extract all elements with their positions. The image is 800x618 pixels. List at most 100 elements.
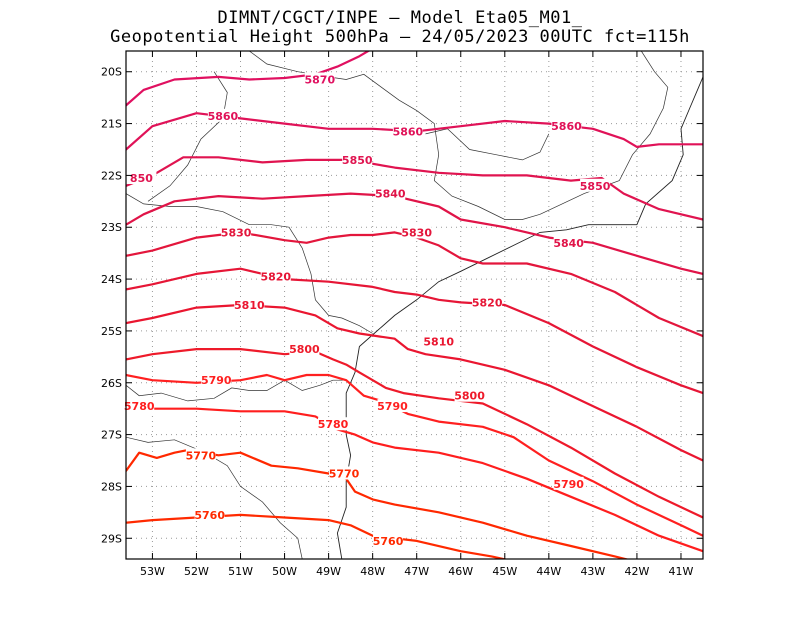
map-frame (125, 50, 704, 560)
contour-label: 5830 (221, 226, 252, 239)
contour-label-bg (201, 373, 232, 387)
contour-label-bg (185, 448, 216, 462)
lat-tick-label: 28S (101, 480, 122, 493)
contour-label-bg (124, 399, 155, 413)
contour-label-bg (221, 225, 252, 239)
map-title-line1: DIMNT/CGCT/INPE – Model Eta05_M01_ (217, 8, 583, 28)
contour-label-bg (342, 152, 373, 166)
contour-label: 5800 (454, 390, 485, 403)
contour-label: 5780 (124, 400, 155, 413)
lat-tick-label: 24S (101, 273, 122, 286)
lon-tick-label: 43W (580, 565, 605, 578)
contour-5870 (126, 51, 371, 107)
contour-label: 5800 (289, 343, 320, 356)
lon-tick-label: 47W (404, 565, 429, 578)
contour-5790 (126, 373, 703, 537)
contour-label: 5850 (580, 180, 611, 193)
contour-label-bg (329, 466, 360, 480)
lon-tick-label: 45W (492, 565, 517, 578)
coastline (336, 76, 703, 559)
contour-label: 5830 (401, 226, 432, 239)
contour-label: 5840 (553, 237, 584, 250)
lon-tick-label: 51W (228, 565, 253, 578)
lat-tick-label: 27S (101, 429, 122, 442)
contour-5760 (126, 513, 509, 559)
contour-label-bg (553, 476, 584, 490)
state-border (126, 193, 373, 334)
lat-tick-label: 23S (101, 221, 122, 234)
state-border (126, 379, 347, 402)
contour-labels: 5870 5860 5860 5860 850 5850 5850 5840 5840 5830 5… (124, 72, 611, 548)
contour-label-bg (126, 171, 157, 184)
contour-5820 (126, 267, 703, 395)
contour-5830 (126, 231, 703, 338)
state-border (539, 51, 669, 215)
contour-label-bg (194, 507, 225, 521)
lon-tick-label: 46W (448, 565, 473, 578)
contour-label-bg (289, 342, 320, 356)
contour-label-bg (207, 108, 238, 122)
contour-label: 5860 (393, 125, 424, 138)
contour-label-bg (454, 388, 485, 402)
contour-5800 (126, 348, 703, 519)
lon-tick-label: 49W (316, 565, 341, 578)
map-title-line2: Geopotential Height 500hPa – 24/05/2023 … (110, 27, 690, 47)
lat-tick-label: 29S (101, 532, 122, 545)
contour-label: 5820 (472, 296, 503, 309)
state-border (147, 71, 228, 202)
contour-5810 (126, 303, 703, 462)
contour-label: 5850 (342, 154, 373, 167)
contour-lines (126, 51, 703, 559)
contour-label: 5810 (423, 335, 454, 348)
state-border (126, 436, 303, 559)
contour-label-bg (472, 295, 503, 309)
lat-tick-label: 26S (101, 377, 122, 390)
lat-tick-label: 20S (101, 66, 122, 79)
contour-label-bg (375, 186, 406, 200)
lat-tick-label: 25S (101, 325, 122, 338)
lon-tick-label: 48W (360, 565, 385, 578)
contour-label-bg (260, 269, 291, 283)
lat-tick-label: 22S (101, 169, 122, 182)
lon-tick-label: 41W (669, 565, 694, 578)
contour-label-bg (318, 417, 349, 431)
contour-label-bg (553, 235, 584, 249)
lat-tick-label: 21S (101, 118, 122, 131)
contour-label: 5770 (186, 449, 217, 462)
contour-label: 5870 (304, 74, 335, 87)
contour-label-bg (551, 119, 582, 133)
contour-label: 5760 (373, 535, 404, 548)
contour-label: 5790 (377, 400, 408, 413)
contour-label: 5780 (318, 418, 349, 431)
grid-lines (126, 51, 703, 559)
contour-label: 5820 (260, 270, 291, 283)
contour-label: 5760 (194, 509, 225, 522)
contour-label: 850 (130, 172, 153, 185)
contour-label: 5810 (234, 299, 265, 312)
contour-label-bg (234, 298, 265, 311)
contour-5850 (126, 156, 703, 221)
lon-tick-label: 50W (272, 565, 297, 578)
axis-ticks: 53W 52W 51W 50W 49W 48W 47W 46W 45W 44W 43W 42W 41W 2… (101, 51, 703, 578)
contour-label-bg (377, 399, 408, 413)
contour-label: 5790 (553, 478, 584, 491)
contour-label-bg (401, 225, 432, 239)
contour-label-bg (373, 533, 404, 547)
lon-tick-label: 52W (184, 565, 209, 578)
lon-tick-label: 53W (140, 565, 165, 578)
lon-tick-label: 44W (536, 565, 561, 578)
contour-5840 (126, 192, 703, 275)
contour-label: 5860 (551, 120, 582, 133)
contour-label: 5790 (201, 374, 232, 387)
state-border (425, 128, 550, 161)
lon-tick-label: 42W (624, 565, 649, 578)
contour-label-bg (392, 124, 423, 138)
contour-label-bg (423, 334, 454, 348)
contour-label: 5770 (329, 467, 360, 480)
contour-label-bg (580, 178, 611, 192)
contour-label: 5860 (208, 110, 239, 123)
contour-5780 (126, 405, 703, 553)
contour-label-bg (304, 72, 335, 86)
contour-label: 5840 (375, 188, 406, 201)
